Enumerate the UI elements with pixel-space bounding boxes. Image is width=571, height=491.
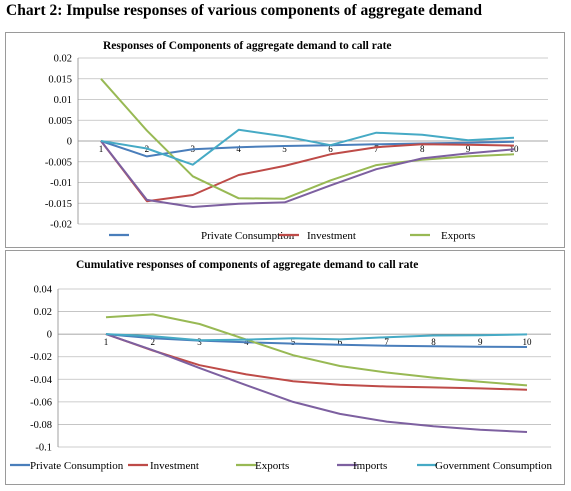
legend-label: Imports	[353, 460, 387, 472]
y-tick-label: -0.06	[30, 397, 52, 408]
y-tick-label: -0.015	[45, 199, 72, 210]
x-tick-label: 10	[510, 144, 520, 154]
y-tick-label: -0.1	[35, 443, 52, 454]
x-tick-label: 5	[291, 337, 296, 347]
x-tick-label: 7	[374, 144, 379, 154]
chart-panel-cumulative-responses: Cumulative responses of components of ag…	[5, 250, 565, 485]
series-line-5	[100, 128, 515, 166]
x-tick-label: 2	[151, 337, 156, 347]
series-line-investment	[105, 333, 528, 391]
y-tick-label: 0.02	[54, 54, 72, 65]
series-line-government-consumption	[105, 333, 528, 342]
x-tick-label: 1	[99, 144, 104, 154]
chart-title: Responses of Components of aggregate dem…	[103, 40, 392, 52]
x-tick-label: 8	[431, 337, 436, 347]
y-tick-label: 0.04	[34, 285, 53, 296]
chart-panel-responses: Responses of Components of aggregate dem…	[5, 32, 565, 248]
x-tick-label: 9	[478, 337, 483, 347]
y-tick-label: 0.02	[34, 307, 52, 318]
chart-cumulative-responses: Cumulative responses of components of ag…	[10, 259, 553, 472]
y-tick-label: -0.01	[50, 178, 72, 189]
y-tick-label: -0.08	[30, 420, 52, 431]
legend-label: Private Consumption	[30, 460, 124, 472]
x-tick-label: 5	[282, 144, 287, 154]
x-tick-label: 10	[523, 337, 533, 347]
series-line-4	[100, 140, 515, 208]
y-tick-label: 0.01	[54, 95, 72, 106]
series-line-exports	[105, 313, 528, 387]
y-tick-label: -0.02	[50, 220, 72, 231]
series-line-private-consumption	[105, 333, 528, 348]
y-tick-label: -0.04	[30, 375, 53, 386]
chart-responses: Responses of Components of aggregate dem…	[45, 40, 548, 242]
legend-label: Private Consumption	[201, 230, 295, 242]
series-line-imports	[105, 333, 528, 433]
legend-label: Government Consumption	[435, 460, 553, 472]
y-tick-label: 0	[47, 330, 52, 341]
legend-label: Exports	[255, 460, 289, 472]
x-tick-label: 6	[328, 144, 333, 154]
x-tick-label: 1	[104, 337, 109, 347]
x-tick-label: 4	[236, 144, 241, 154]
x-tick-label: 3	[197, 337, 202, 347]
series-line-exports	[100, 78, 515, 200]
y-tick-label: 0.015	[48, 74, 72, 85]
legend-label: Investment	[307, 230, 356, 242]
y-tick-label: -0.02	[30, 352, 52, 363]
x-tick-label: 6	[338, 337, 343, 347]
x-tick-label: 8	[420, 144, 425, 154]
x-tick-label: 7	[384, 337, 389, 347]
y-tick-label: -0.005	[45, 157, 72, 168]
page-title: Chart 2: Impulse responses of various co…	[6, 2, 483, 19]
x-tick-label: 9	[466, 144, 471, 154]
chart-title: Cumulative responses of components of ag…	[76, 259, 418, 271]
y-tick-label: 0	[67, 137, 72, 148]
y-tick-label: 0.005	[48, 116, 72, 127]
legend-label: Investment	[150, 460, 199, 472]
legend-label: Exports	[441, 230, 475, 242]
series-line-investment	[100, 140, 515, 203]
